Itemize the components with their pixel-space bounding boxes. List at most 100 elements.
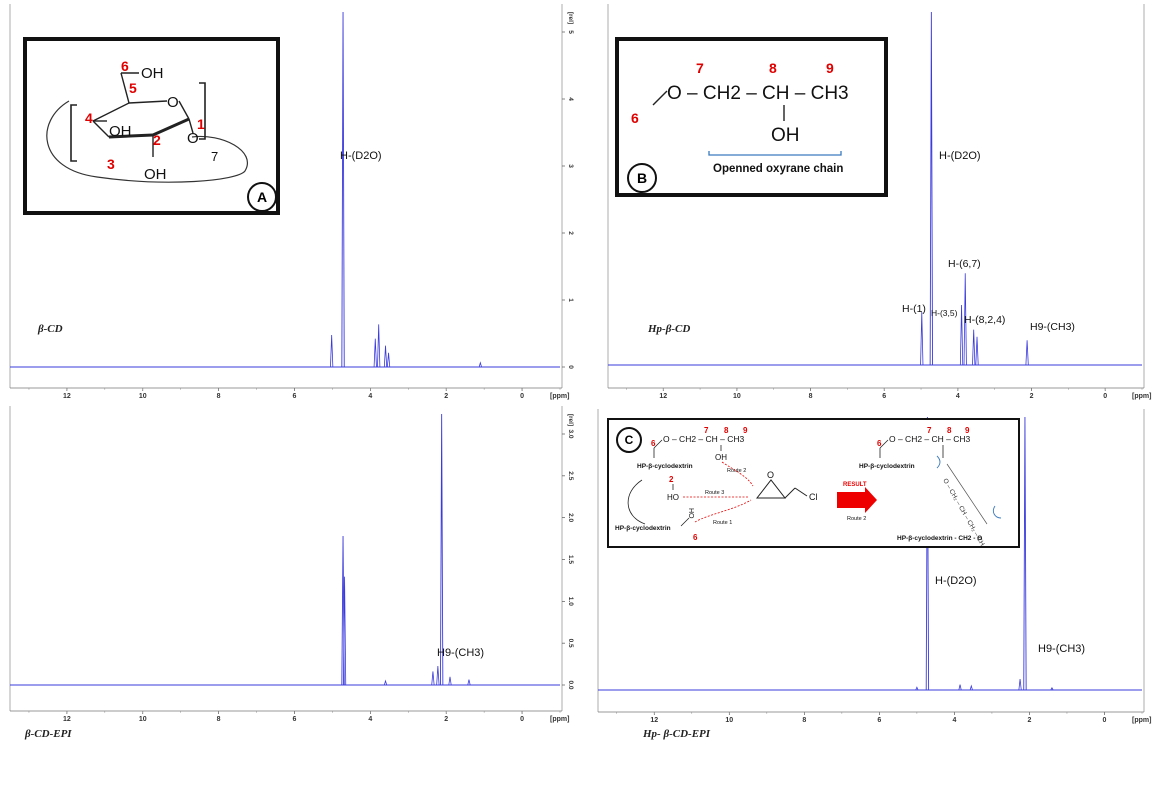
atom-number: 6 [121,58,129,74]
x-tick-label: 4 [956,393,960,400]
peak-label-d2o: H-(D2O) [340,150,382,162]
spectrum-beta-cd-epi: 12 10 8 6 4 2 0 [ppm] 0.0 0.5 1.0 1.5 2.0 2.5 3.0 [rel] [9,406,574,723]
result-label: RESULT [843,482,867,488]
atom-number: 3 [107,156,115,172]
reactant-label: HP-β-cyclodextrin [615,525,671,532]
chain-formula: O – CH2 – CH – CH3 [663,434,745,444]
reaction-scheme-inset-c: 7 8 9 6 O – CH2 – CH – CH3 OH HP-β-cyclo… [607,418,1020,550]
spectrum-peak [915,686,919,691]
x-tick-label: 2 [1030,393,1034,400]
spectrum-peak [440,413,444,686]
atom-number: 7 [927,426,932,435]
y-tick-label: 0.5 [567,639,574,648]
chain-caption: Openned oxyrane chain [713,163,843,175]
x-tick-label: 10 [139,716,147,723]
spectrum-peak [448,676,452,686]
atom-number: 7 [704,426,709,435]
y-tick-label: 3 [567,164,574,168]
x-tick-label: 6 [293,393,297,400]
atom-number: 9 [965,426,970,435]
y-tick-label: 3.0 [567,429,574,438]
spectrum-peak [972,329,976,366]
oxyrane-chain-structure: 7 8 9 6 O – CH2 – CH – CH3 OH Openned ox… [631,60,849,175]
spectrum-peak [969,684,973,691]
spectrum-peak [929,11,933,366]
group-ho: HO [687,508,694,519]
atom-number: 1 [197,116,205,132]
group-oh: OH [144,166,167,183]
y-tick-label: 4 [567,97,574,101]
x-unit-label: [ppm] [1132,393,1151,400]
x-tick-label: 8 [217,716,221,723]
spectrum-peak [373,338,377,368]
peak-label-h824: H-(8,2,4) [964,314,1006,326]
y-unit-label: [rel] [567,12,574,24]
peak-label-ch3: H9-(CH3) [1030,321,1075,333]
y-tick-label: 1.5 [567,555,574,564]
spectrum-peak [1025,340,1029,366]
reaction-scheme: 7 8 9 6 O – CH2 – CH – CH3 OH HP-β-cyclo… [615,426,1002,550]
reactant-label: HP-β-cyclodextrin [637,463,693,470]
x-tick-label: 12 [650,717,658,724]
atom-number: 2 [153,132,161,148]
spectrum-peak [975,336,979,366]
group-ho: HO [667,493,679,502]
spectrum-peak [330,335,334,368]
spectrum-peak [377,324,381,368]
structure-inset-a: 6 5 4 3 2 1 OH OH OH O O 7 A [23,37,280,215]
spectrum-peak [1018,679,1022,691]
x-tick-label: 12 [63,716,71,723]
spectrum-peak [386,352,391,368]
sample-label: β-CD-EPI [25,728,72,740]
spectrum-panel-hp-beta-cd-epi: 12 10 8 6 4 2 0 [ppm] Hp- β-CD-EPI H-(D2O) H9-(… [590,402,1159,805]
atom-number: 4 [85,110,93,126]
spectrum-panel-beta-cd: 12 10 8 6 4 2 0 [ppm] 0 1 2 3 4 5 [rel] β-CD H-(D2O) 6… [0,0,580,402]
x-tick-label: 8 [217,393,221,400]
spectrum-peak [1023,416,1027,691]
spectrum-panel-hp-beta-cd: 12 10 8 6 4 2 0 [ppm] Hp-β-CD H-(D2O) H-(1) H-(… [590,0,1159,402]
panel-badge-b: B [627,163,657,193]
x-tick-label: 0 [520,716,524,723]
group-oh: OH [109,123,132,140]
product-label: HP-β-cyclodextrin - CH2 - O [897,535,982,542]
y-tick-label: 0 [567,365,574,369]
peak-label-h67: H-(6,7) [948,258,981,270]
route-label: Route 2 [847,516,866,522]
x-tick-label: 0 [1103,717,1107,724]
spectrum-peak [383,345,388,368]
group-oh: OH [141,65,164,82]
x-tick-label: 4 [368,716,372,723]
chain-formula: O – CH2 – CH – CH3 [889,434,971,444]
spectrum-hp-beta-cd-epi: 12 10 8 6 4 2 0 [ppm] [597,409,1151,724]
y-tick-label: 1 [567,298,574,302]
atom-number: 8 [947,426,952,435]
spectrum-hp-beta-cd: 12 10 8 6 4 2 0 [ppm] [607,4,1151,400]
epoxide-oxygen: O [767,470,774,480]
atom-number: 6 [651,439,656,448]
spectrum-peak [925,416,930,691]
x-tick-label: 6 [882,393,886,400]
sample-label: β-CD [38,323,63,335]
x-tick-label: 6 [293,716,297,723]
sample-label: Hp-β-CD [648,323,691,335]
x-tick-label: 0 [1103,393,1107,400]
peak-label-h1: H-(1) [902,303,926,315]
y-unit-label: [rel] [567,414,574,426]
atom-number: 6 [631,110,639,126]
x-tick-label: 0 [520,393,524,400]
spectrum-peak [383,679,388,686]
atom-number: 6 [693,533,698,542]
route-label: Route 2 [727,468,746,474]
peak-label-d2o: H-(D2O) [939,150,981,162]
spectrum-peak [436,666,440,686]
spectrum-peak [1050,686,1054,691]
x-tick-label: 10 [725,717,733,724]
spectrum-peak [467,679,471,686]
ring-oxygen: O [167,94,179,111]
x-tick-label: 2 [444,393,448,400]
peak-label-d2o: H-(D2O) [935,575,977,587]
spectrum-peak [963,273,967,366]
glycosidic-oxygen: O [187,130,199,147]
x-tick-label: 12 [63,393,71,400]
